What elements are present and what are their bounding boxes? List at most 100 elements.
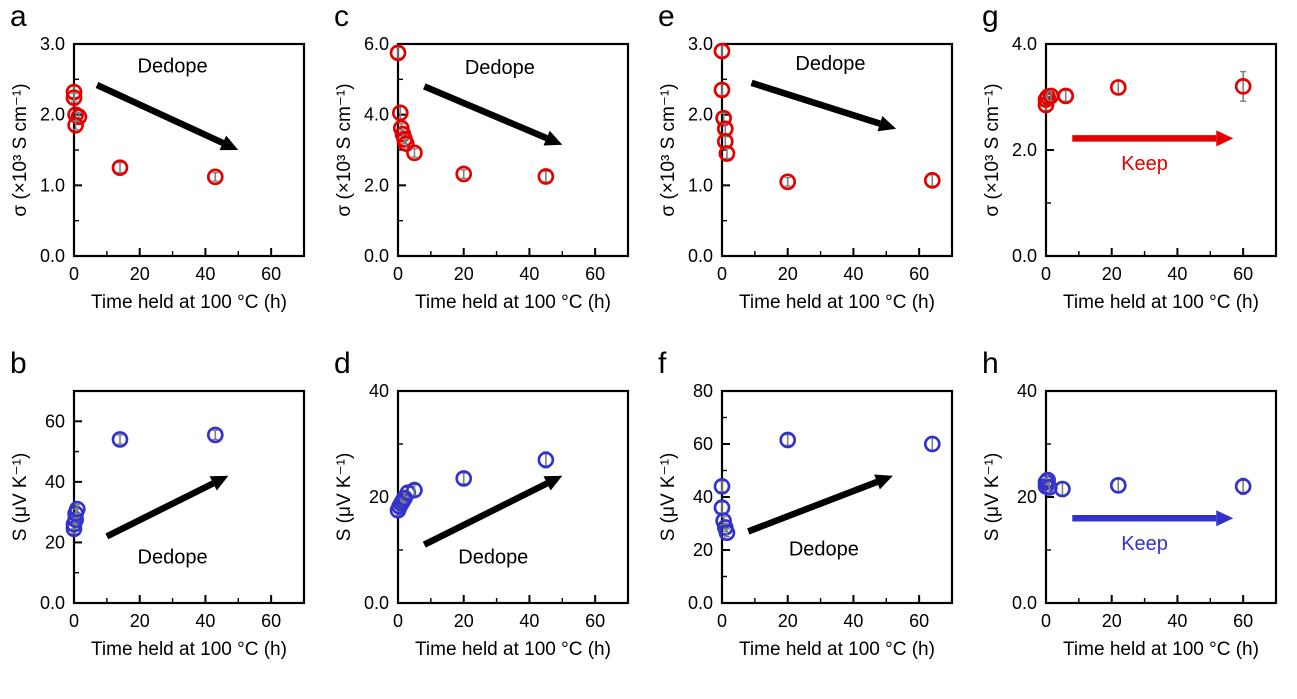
trend-arrow-shaft xyxy=(95,82,225,146)
y-tick-label: 4.0 xyxy=(1012,34,1037,54)
annotation-label: Dedope xyxy=(789,538,859,560)
axes: 0 20 40 60 0.0 1.0 2.0 3.0 xyxy=(40,34,306,284)
y-tick-label: 20 xyxy=(369,487,389,507)
chart-b: 0 20 40 60 0.0 20 40 60 Time held at 100 °C (h) S… xyxy=(10,389,306,660)
x-tick-label: 0 xyxy=(393,264,403,284)
data-point xyxy=(923,172,941,189)
x-axis-label: Time held at 100 °C (h) xyxy=(1063,292,1259,313)
data-point xyxy=(67,116,84,134)
plot-box xyxy=(720,42,954,258)
data-point xyxy=(455,470,473,487)
y-tick-label: 2.0 xyxy=(688,105,713,125)
x-tick-label: 0 xyxy=(393,611,403,631)
x-tick-label: 0 xyxy=(717,611,727,631)
chart-a: 0 20 40 60 0.0 1.0 2.0 3.0 Time held at 100 °C (… xyxy=(10,34,306,313)
y-axis-label: S (μV K⁻¹) xyxy=(334,453,355,542)
y-tick-label: 2.0 xyxy=(40,105,65,125)
plot-box xyxy=(396,42,630,258)
y-tick-label: 20 xyxy=(693,540,713,560)
data-points xyxy=(65,83,224,186)
plot-box xyxy=(720,389,954,605)
y-tick-label: 0.0 xyxy=(364,593,389,613)
data-points xyxy=(713,42,941,191)
axes: 0 20 40 60 0.0 2.0 4.0 6.0 xyxy=(364,34,630,284)
data-point xyxy=(1039,471,1056,489)
y-tick-label: 1.0 xyxy=(40,175,65,195)
trend-arrow-shaft xyxy=(750,79,881,127)
annotation-label: Dedope xyxy=(138,547,208,569)
data-points xyxy=(389,44,555,185)
y-axis-label: σ (×10³ S cm⁻¹) xyxy=(334,83,355,216)
x-tick-label: 60 xyxy=(585,264,605,284)
annotation-label: Dedope xyxy=(138,55,208,77)
x-tick-label: 0 xyxy=(69,264,79,284)
x-tick-label: 20 xyxy=(454,611,474,631)
data-point xyxy=(779,173,797,191)
data-points xyxy=(1037,70,1252,114)
panel-letter-f: f xyxy=(658,347,667,380)
y-axis-label: S (μV K⁻¹) xyxy=(982,453,1003,542)
data-points xyxy=(389,451,555,519)
annotation-label: Dedope xyxy=(795,53,865,75)
data-point xyxy=(718,145,736,162)
y-axis-label: S (μV K⁻¹) xyxy=(658,453,679,542)
x-tick-label: 0 xyxy=(717,264,727,284)
annotation-label: Dedope xyxy=(465,57,535,79)
y-tick-label: 40 xyxy=(1017,381,1037,401)
panel-f: f 0 20 40 60 0.0 20 40 60 80 Time held at 100 °C … xyxy=(648,347,972,694)
y-tick-label: 0.0 xyxy=(364,246,389,266)
panel-d: d 0 20 40 60 0.0 20 40 Time held at 100 °C (h) S… xyxy=(324,347,648,694)
annotation-label: Keep xyxy=(1121,533,1168,555)
data-point xyxy=(923,435,941,453)
x-tick-label: 40 xyxy=(195,264,215,284)
trend-arrow-head xyxy=(543,130,563,146)
data-point xyxy=(713,81,731,99)
x-tick-label: 40 xyxy=(519,264,539,284)
annotation-label: Dedope xyxy=(458,546,528,568)
y-tick-label: 0.0 xyxy=(40,246,65,266)
x-tick-label: 60 xyxy=(261,611,281,631)
data-point xyxy=(206,426,224,444)
panel-letter-d: d xyxy=(334,347,351,380)
y-axis-label: σ (×10³ S cm⁻¹) xyxy=(982,83,1003,216)
data-point xyxy=(1109,79,1127,96)
x-tick-label: 60 xyxy=(909,611,929,631)
annotation-label: Keep xyxy=(1121,153,1168,175)
y-tick-label: 40 xyxy=(369,381,389,401)
y-tick-label: 3.0 xyxy=(688,34,713,54)
panel-h: h 0 20 40 60 0.0 20 40 Time held at 100 °C (h) S… xyxy=(972,347,1296,694)
data-point xyxy=(1234,78,1252,95)
trend-arrow-head xyxy=(874,474,893,490)
panel-b: b 0 20 40 60 0.0 20 40 60 Time held at 100 °C (h… xyxy=(0,347,324,694)
trend-arrow-shaft xyxy=(422,480,549,548)
axes: 0 20 40 60 0.0 2.0 4.0 xyxy=(1012,34,1278,284)
data-point xyxy=(1234,478,1252,495)
chart-g: 0 20 40 60 0.0 2.0 4.0 Time held at 100 °C (h) σ… xyxy=(982,34,1278,313)
x-tick-label: 20 xyxy=(130,264,150,284)
data-point xyxy=(406,144,423,162)
x-tick-label: 60 xyxy=(585,611,605,631)
x-axis-label: Time held at 100 °C (h) xyxy=(415,292,611,313)
panel-letter-e: e xyxy=(658,0,675,33)
data-points xyxy=(65,426,224,538)
trend-arrow-head xyxy=(1216,510,1234,527)
y-tick-label: 6.0 xyxy=(364,34,389,54)
plot-box xyxy=(1044,42,1278,258)
data-point xyxy=(397,135,415,152)
data-point xyxy=(389,44,407,62)
x-tick-label: 40 xyxy=(843,611,863,631)
y-tick-label: 0.0 xyxy=(1012,246,1037,266)
panel-g: g 0 20 40 60 0.0 2.0 4.0 Time held at 100 °C (h… xyxy=(972,0,1296,347)
data-point xyxy=(715,109,732,127)
x-tick-label: 20 xyxy=(130,611,150,631)
x-tick-label: 60 xyxy=(1233,611,1253,631)
data-points xyxy=(1037,471,1252,498)
data-point xyxy=(718,524,736,542)
y-tick-label: 20 xyxy=(1017,487,1037,507)
plot-box xyxy=(72,42,306,258)
data-point xyxy=(1057,87,1075,105)
data-point xyxy=(111,159,129,177)
x-tick-label: 20 xyxy=(778,611,798,631)
chart-c: 0 20 40 60 0.0 2.0 4.0 6.0 Time held at 100 °C (… xyxy=(334,34,630,313)
